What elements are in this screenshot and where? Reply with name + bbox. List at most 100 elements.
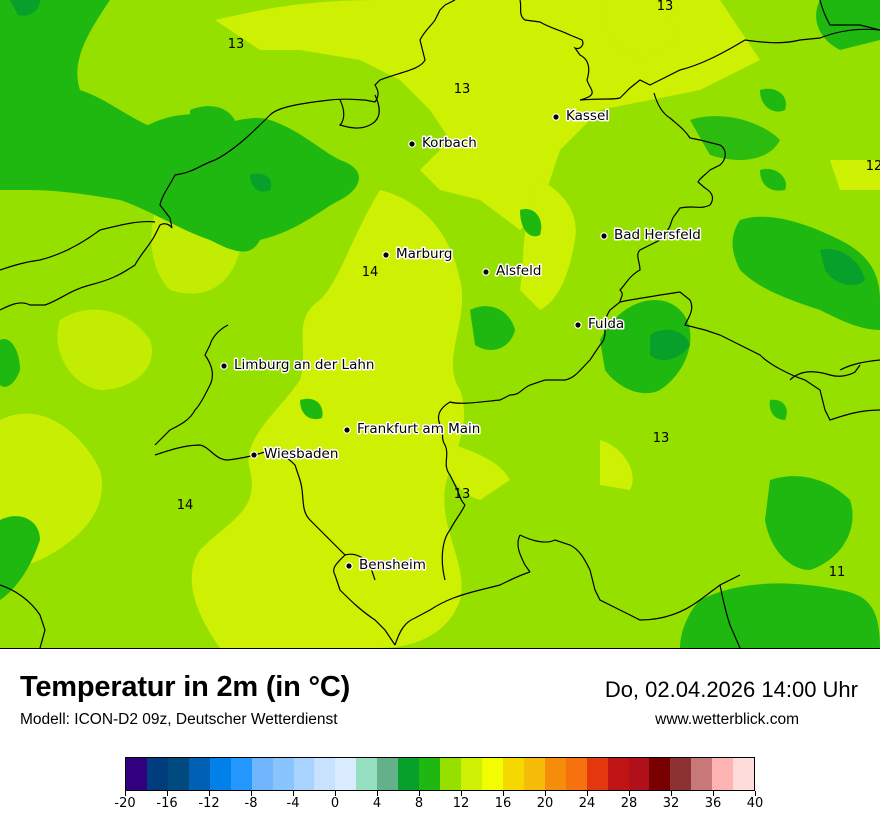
colorbar-ticks: -20 -16 -12 -8 -4 0 4 8 12 16 20 24 28 32 36 40 [114, 791, 763, 821]
colorbar-segment [523, 758, 545, 790]
colorbar-segment [188, 758, 210, 790]
colorbar-tick [712, 791, 714, 796]
colorbar-tick-label: 40 [746, 796, 764, 811]
city-dot-icon [220, 362, 228, 370]
colorbar-segment [167, 758, 189, 790]
city-dot-icon [600, 232, 608, 240]
city-dot-icon [574, 321, 582, 329]
model-source: Modell: ICON-D2 09z, Deutscher Wetterdie… [20, 711, 338, 728]
city-label: Wiesbaden [264, 446, 338, 462]
contour-label: 14 [177, 498, 194, 513]
colorbar-tick-label: 36 [704, 796, 722, 811]
contour-label: 12 [866, 159, 880, 174]
colorbar-tick-label: 32 [662, 796, 680, 811]
city-marker: Korbach [408, 134, 478, 153]
city-marker: Kassel [552, 107, 611, 126]
city-dot-icon [382, 251, 390, 259]
colorbar-tick [502, 791, 504, 796]
colorbar-tick-label: -20 [114, 796, 136, 811]
colorbar-segment [209, 758, 231, 790]
city-marker: Limburg an der Lahn [220, 356, 376, 375]
colorbar-segment [502, 758, 524, 790]
colorbar-segment [691, 758, 713, 790]
colorbar-tick [208, 791, 210, 796]
city-marker: Marburg [382, 245, 454, 264]
colorbar-tick-label: 28 [620, 796, 638, 811]
city-label: Bensheim [359, 557, 426, 573]
city-label: Marburg [396, 246, 452, 262]
colorbar-segment [230, 758, 252, 790]
city-marker: Frankfurt am Main [343, 420, 482, 439]
colorbar-segment [335, 758, 357, 790]
city-label: Fulda [588, 316, 624, 332]
city-dot-icon [250, 451, 258, 459]
colorbar-tick-label: 20 [536, 796, 554, 811]
colorbar-tick [124, 791, 126, 796]
colorbar-segment [314, 758, 336, 790]
colorbar-tick-label: 16 [494, 796, 512, 811]
city-marker: Wiesbaden [250, 445, 340, 464]
contour-label: 14 [362, 265, 379, 280]
colorbar-tick [166, 791, 168, 796]
city-dot-icon [552, 113, 560, 121]
colorbar-tick-label: 24 [578, 796, 596, 811]
colorbar-segment [272, 758, 294, 790]
colorbar-tick [628, 791, 630, 796]
city-label: Limburg an der Lahn [234, 357, 374, 373]
colorbar-tick-label: 8 [414, 796, 424, 811]
colorbar-tick-label: 12 [452, 796, 470, 811]
city-marker: Fulda [574, 315, 626, 334]
city-dot-icon [343, 426, 351, 434]
colorbar-tick [586, 791, 588, 796]
colorbar-tick [460, 791, 462, 796]
colorbar-tick-label: -4 [286, 796, 300, 811]
colorbar-segment [377, 758, 399, 790]
colorbar-tick-label: 4 [372, 796, 382, 811]
colorbar-segment [293, 758, 315, 790]
colorbar-segment [398, 758, 420, 790]
colorbar-segment [251, 758, 273, 790]
colorbar-segment [733, 758, 755, 790]
city-marker: Bad Hersfeld [600, 226, 702, 245]
colorbar-segment [607, 758, 629, 790]
colorbar-tick [292, 791, 294, 796]
colorbar-segment [146, 758, 168, 790]
colorbar-segment [649, 758, 671, 790]
map-canvas: 13 13 13 12 14 13 13 14 11 Kassel Korbach Bad Hers… [0, 0, 880, 648]
colorbar-segment [356, 758, 378, 790]
city-dot-icon [482, 268, 490, 276]
contour-label: 13 [228, 37, 245, 52]
city-label: Frankfurt am Main [357, 421, 480, 437]
colorbar-tick [250, 791, 252, 796]
colorbar-tick [670, 791, 672, 796]
city-markers: Kassel Korbach Bad Hersfeld Marburg Alsfeld F… [220, 107, 702, 575]
colorbar-segment [712, 758, 734, 790]
colorbar-tick-label: -12 [198, 796, 220, 811]
contour-label: 11 [829, 565, 846, 580]
city-dot-icon [345, 562, 353, 570]
contour-labels: 13 13 13 12 14 13 13 14 11 [177, 0, 880, 580]
website-link: www.wetterblick.com [655, 711, 799, 728]
temp-zone-8-10 [0, 0, 880, 648]
colorbar-tick [334, 791, 336, 796]
colorbar-segment [565, 758, 587, 790]
colorbar-tick [754, 791, 756, 796]
contour-label: 13 [653, 431, 670, 446]
city-marker: Alsfeld [482, 262, 543, 281]
temperature-colorbar [125, 757, 755, 791]
colorbar-tick [544, 791, 546, 796]
colorbar-tick-label: -16 [156, 796, 178, 811]
forecast-datetime: Do, 02.04.2026 14:00 Uhr [604, 677, 858, 702]
map-footer: Temperatur in 2m (in °C) Modell: ICON-D2… [0, 649, 880, 830]
colorbar-segment [419, 758, 441, 790]
colorbar-segment [628, 758, 650, 790]
map-title: Temperatur in 2m (in °C) [20, 671, 351, 703]
colorbar-segment [670, 758, 692, 790]
city-dot-icon [408, 140, 416, 148]
colorbar-segment [544, 758, 566, 790]
temp-zone-6-8 [10, 0, 865, 361]
city-label: Korbach [422, 135, 477, 151]
colorbar-segment [481, 758, 503, 790]
colorbar-segment [126, 758, 147, 790]
state-borders [0, 0, 880, 648]
